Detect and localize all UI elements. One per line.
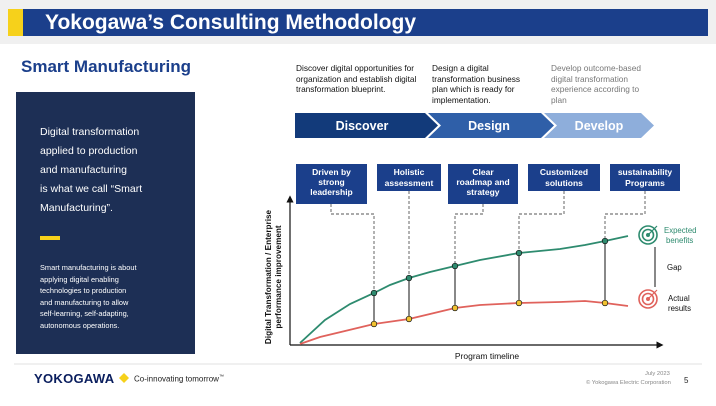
expected-point — [451, 262, 459, 270]
footer-copyright: © Yokogawa Electric Corporation — [586, 380, 671, 386]
main-line: and manufacturing — [40, 164, 127, 176]
step-connector — [518, 191, 565, 252]
y-axis-label-line: Digital Transformation / Enterprise — [264, 209, 273, 344]
description-line: experience according to — [551, 84, 640, 94]
step-label-line: solutions — [545, 178, 583, 188]
detail-line: applying digital enabling — [40, 274, 119, 284]
step-box — [377, 164, 441, 191]
expected-label-line: benefits — [666, 236, 693, 245]
actual-point — [515, 299, 523, 307]
expected-point — [405, 274, 413, 282]
left-panel: Digital transformation applied to produc… — [16, 92, 195, 354]
step-box — [448, 164, 518, 204]
y-axis-label-line: performance improvement — [274, 225, 283, 329]
actual-results-curve — [299, 300, 629, 345]
description-line: Design a digital — [432, 63, 489, 73]
step-connector — [330, 204, 375, 291]
step-label-line: assessment — [385, 178, 434, 188]
expected-point — [515, 249, 523, 257]
trademark-symbol: ™ — [218, 374, 224, 380]
description-line: Discover digital opportunities for — [296, 63, 415, 73]
expected-point — [370, 289, 378, 297]
detail-line: technologies to production — [40, 286, 127, 295]
phase-chevron-discover — [295, 113, 438, 138]
step-label-line: Driven by — [312, 167, 351, 177]
actual-point — [451, 304, 459, 312]
detail-line: autonomous operations. — [40, 320, 120, 330]
actual-point — [601, 299, 609, 307]
main-line: is what we call “Smart — [40, 183, 143, 195]
title-accent — [8, 9, 23, 36]
develop-description: Develop outcome-based digital transforma… — [551, 63, 641, 105]
detail-line: and manufacturing to allow — [40, 297, 129, 307]
left-panel-detail-text: Smart manufacturing is about applying di… — [40, 262, 188, 331]
actual-label-line: Actual — [668, 294, 690, 303]
description-line: transformation blueprint. — [296, 84, 386, 94]
description-line: implementation. — [432, 94, 491, 105]
step-label-line: leadership — [310, 187, 353, 197]
expected-point — [601, 237, 609, 245]
step-label-line: sustainability — [618, 167, 673, 177]
actual-point — [405, 315, 413, 323]
title-bar: Yokogawa’s Consulting Methodology — [0, 0, 716, 44]
phase-chevron-design — [428, 113, 554, 138]
slide-subtitle: Smart Manufacturing — [21, 57, 192, 76]
discover-description: Discover digital opportunities for organ… — [296, 63, 416, 95]
description-line: plan — [551, 94, 567, 105]
tagline-text: Co-innovating tomorrow — [134, 374, 219, 384]
step-label-line: strategy — [466, 187, 499, 197]
expected-benefits-curve — [299, 235, 629, 344]
step-connector — [604, 191, 646, 240]
footer-date: July 2023 — [645, 371, 670, 377]
yellow-divider — [40, 236, 60, 240]
step-label-line: Clear — [472, 167, 494, 177]
actual-label-line: results — [668, 304, 691, 313]
expected-target-icon — [638, 225, 658, 245]
slide-title: Yokogawa’s Consulting Methodology — [45, 11, 416, 34]
step-label-line: Programs — [625, 178, 665, 188]
phase-label-discover: Discover — [336, 119, 389, 133]
x-axis-label: Program timeline — [455, 351, 520, 361]
step-box — [528, 164, 600, 191]
phase-label-develop: Develop — [575, 119, 624, 133]
description-line: digital transformation — [551, 73, 629, 84]
description-line: transformation business — [432, 73, 521, 84]
step-box — [610, 164, 680, 191]
title-box — [23, 9, 708, 36]
phase-chevron-develop — [544, 113, 654, 138]
step-label-line: Holistic — [394, 167, 425, 177]
step-connector — [454, 204, 484, 265]
step-label-line: Customized — [540, 167, 588, 177]
main-line: Digital transformation — [40, 126, 140, 138]
tagline: Co-innovating tomorrow™ — [134, 374, 224, 384]
phase-label-design: Design — [468, 119, 510, 133]
detail-line: self-learning, self-adapting, — [40, 309, 129, 318]
yokogawa-logo: YOKOGAWA — [34, 371, 115, 386]
page-number: 5 — [684, 376, 689, 385]
actual-target-icon — [638, 289, 658, 309]
left-panel-main-text: Digital transformation applied to produc… — [40, 123, 180, 218]
step-label-line: strong — [318, 177, 344, 187]
detail-line: Smart manufacturing is about — [40, 263, 137, 272]
main-line: Manufacturing”. — [40, 202, 113, 214]
expected-label-line: Expected — [664, 226, 697, 235]
step-label-line: roadmap and — [456, 177, 509, 187]
step-box — [296, 164, 367, 204]
description-line: organization and establish digital — [296, 73, 417, 84]
gap-label: Gap — [667, 263, 682, 272]
yokogawa-logo-mark — [119, 373, 129, 383]
description-line: plan which is ready for — [432, 84, 515, 94]
description-line: Develop outcome-based — [551, 63, 641, 73]
actual-point — [370, 320, 378, 328]
main-line: applied to production — [40, 145, 138, 157]
design-description: Design a digital transformation business… — [432, 63, 520, 105]
